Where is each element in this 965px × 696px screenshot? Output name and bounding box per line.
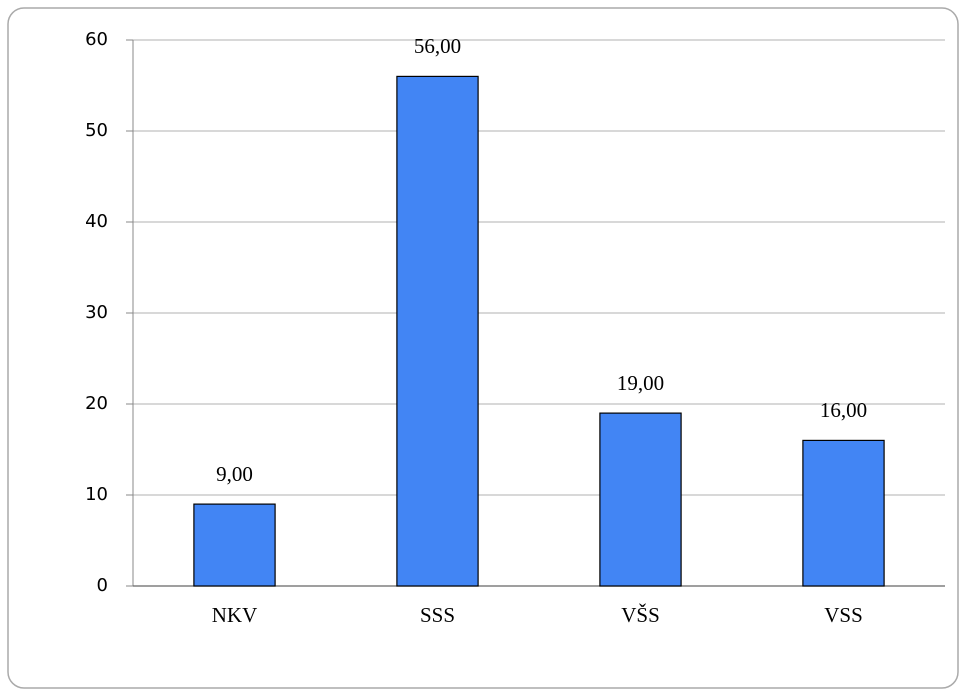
y-tick-label: 60 xyxy=(85,29,108,50)
bar xyxy=(396,75,479,587)
y-tick-label: 40 xyxy=(85,211,108,232)
y-tick-label: 30 xyxy=(85,302,108,323)
data-label: 16,00 xyxy=(820,398,867,422)
x-tick-label: VŠS xyxy=(621,603,660,627)
y-tick-label: 50 xyxy=(85,120,108,141)
y-tick-label: 0 xyxy=(97,575,108,596)
data-label: 9,00 xyxy=(216,462,253,486)
data-label: 19,00 xyxy=(617,371,664,395)
x-tick-label: NKV xyxy=(212,603,258,627)
y-tick-label: 20 xyxy=(85,393,108,414)
x-tick-label: VSS xyxy=(824,603,863,627)
bar xyxy=(193,503,276,587)
y-tick-label: 10 xyxy=(85,484,108,505)
bar xyxy=(802,439,885,587)
bar xyxy=(599,412,682,587)
x-tick-label: SSS xyxy=(420,603,455,627)
data-label: 56,00 xyxy=(414,34,461,58)
